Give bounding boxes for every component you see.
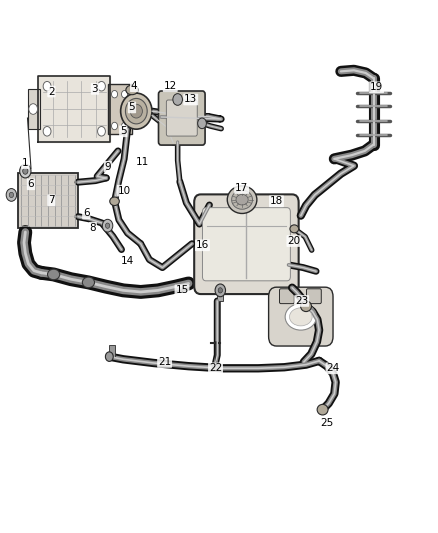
- Circle shape: [212, 363, 219, 372]
- FancyBboxPatch shape: [279, 289, 294, 304]
- Ellipse shape: [290, 308, 312, 326]
- FancyBboxPatch shape: [268, 287, 333, 346]
- Ellipse shape: [110, 197, 119, 206]
- Circle shape: [215, 284, 226, 297]
- Circle shape: [9, 192, 14, 198]
- Text: 20: 20: [287, 236, 300, 246]
- Text: 5: 5: [129, 102, 135, 112]
- FancyBboxPatch shape: [110, 345, 116, 357]
- Text: 21: 21: [158, 357, 171, 367]
- Ellipse shape: [236, 195, 248, 205]
- FancyBboxPatch shape: [159, 91, 205, 145]
- Ellipse shape: [290, 225, 299, 233]
- Ellipse shape: [120, 93, 152, 129]
- Text: 7: 7: [48, 195, 55, 205]
- Circle shape: [218, 288, 223, 293]
- Circle shape: [23, 168, 28, 174]
- Ellipse shape: [285, 304, 317, 330]
- FancyBboxPatch shape: [18, 173, 78, 228]
- Ellipse shape: [300, 301, 311, 312]
- Circle shape: [173, 94, 183, 106]
- Circle shape: [112, 91, 117, 98]
- Text: 1: 1: [22, 158, 28, 168]
- Text: 8: 8: [89, 223, 96, 233]
- Circle shape: [112, 122, 117, 130]
- Text: 10: 10: [117, 185, 131, 196]
- Circle shape: [6, 189, 17, 201]
- Ellipse shape: [125, 99, 147, 124]
- Text: 14: 14: [121, 256, 134, 266]
- Ellipse shape: [232, 190, 253, 209]
- Polygon shape: [39, 76, 110, 142]
- Ellipse shape: [126, 85, 138, 95]
- FancyBboxPatch shape: [194, 195, 299, 294]
- Circle shape: [98, 126, 106, 136]
- Text: 19: 19: [370, 82, 383, 92]
- Text: 11: 11: [136, 157, 149, 166]
- Circle shape: [29, 104, 38, 114]
- Text: 15: 15: [175, 285, 189, 295]
- Text: 6: 6: [83, 208, 89, 219]
- Text: 2: 2: [48, 86, 55, 96]
- FancyBboxPatch shape: [307, 289, 321, 304]
- Ellipse shape: [130, 104, 142, 118]
- Text: 13: 13: [184, 94, 198, 104]
- FancyBboxPatch shape: [28, 89, 40, 128]
- Text: 23: 23: [295, 296, 308, 306]
- Text: 24: 24: [326, 364, 339, 373]
- Circle shape: [106, 223, 110, 228]
- Ellipse shape: [106, 352, 113, 361]
- Text: 17: 17: [235, 183, 248, 193]
- Circle shape: [102, 219, 113, 232]
- Ellipse shape: [227, 186, 257, 214]
- FancyBboxPatch shape: [202, 208, 290, 281]
- Text: 25: 25: [320, 418, 334, 428]
- Text: 18: 18: [270, 196, 283, 206]
- Text: 4: 4: [131, 81, 138, 91]
- FancyBboxPatch shape: [166, 100, 197, 136]
- Text: 16: 16: [196, 240, 209, 251]
- Circle shape: [98, 82, 106, 91]
- Text: 12: 12: [164, 81, 177, 91]
- Text: 5: 5: [120, 126, 127, 136]
- Text: 22: 22: [209, 364, 222, 373]
- Text: 6: 6: [28, 179, 34, 189]
- Text: 9: 9: [105, 162, 111, 172]
- Circle shape: [121, 91, 127, 98]
- FancyBboxPatch shape: [217, 289, 223, 301]
- FancyBboxPatch shape: [108, 84, 132, 134]
- Ellipse shape: [47, 269, 60, 280]
- Circle shape: [43, 82, 51, 91]
- Ellipse shape: [317, 405, 328, 415]
- Circle shape: [43, 126, 51, 136]
- Circle shape: [20, 164, 31, 178]
- Ellipse shape: [82, 277, 95, 288]
- Text: 3: 3: [92, 84, 98, 94]
- Circle shape: [121, 122, 127, 130]
- Circle shape: [198, 118, 206, 128]
